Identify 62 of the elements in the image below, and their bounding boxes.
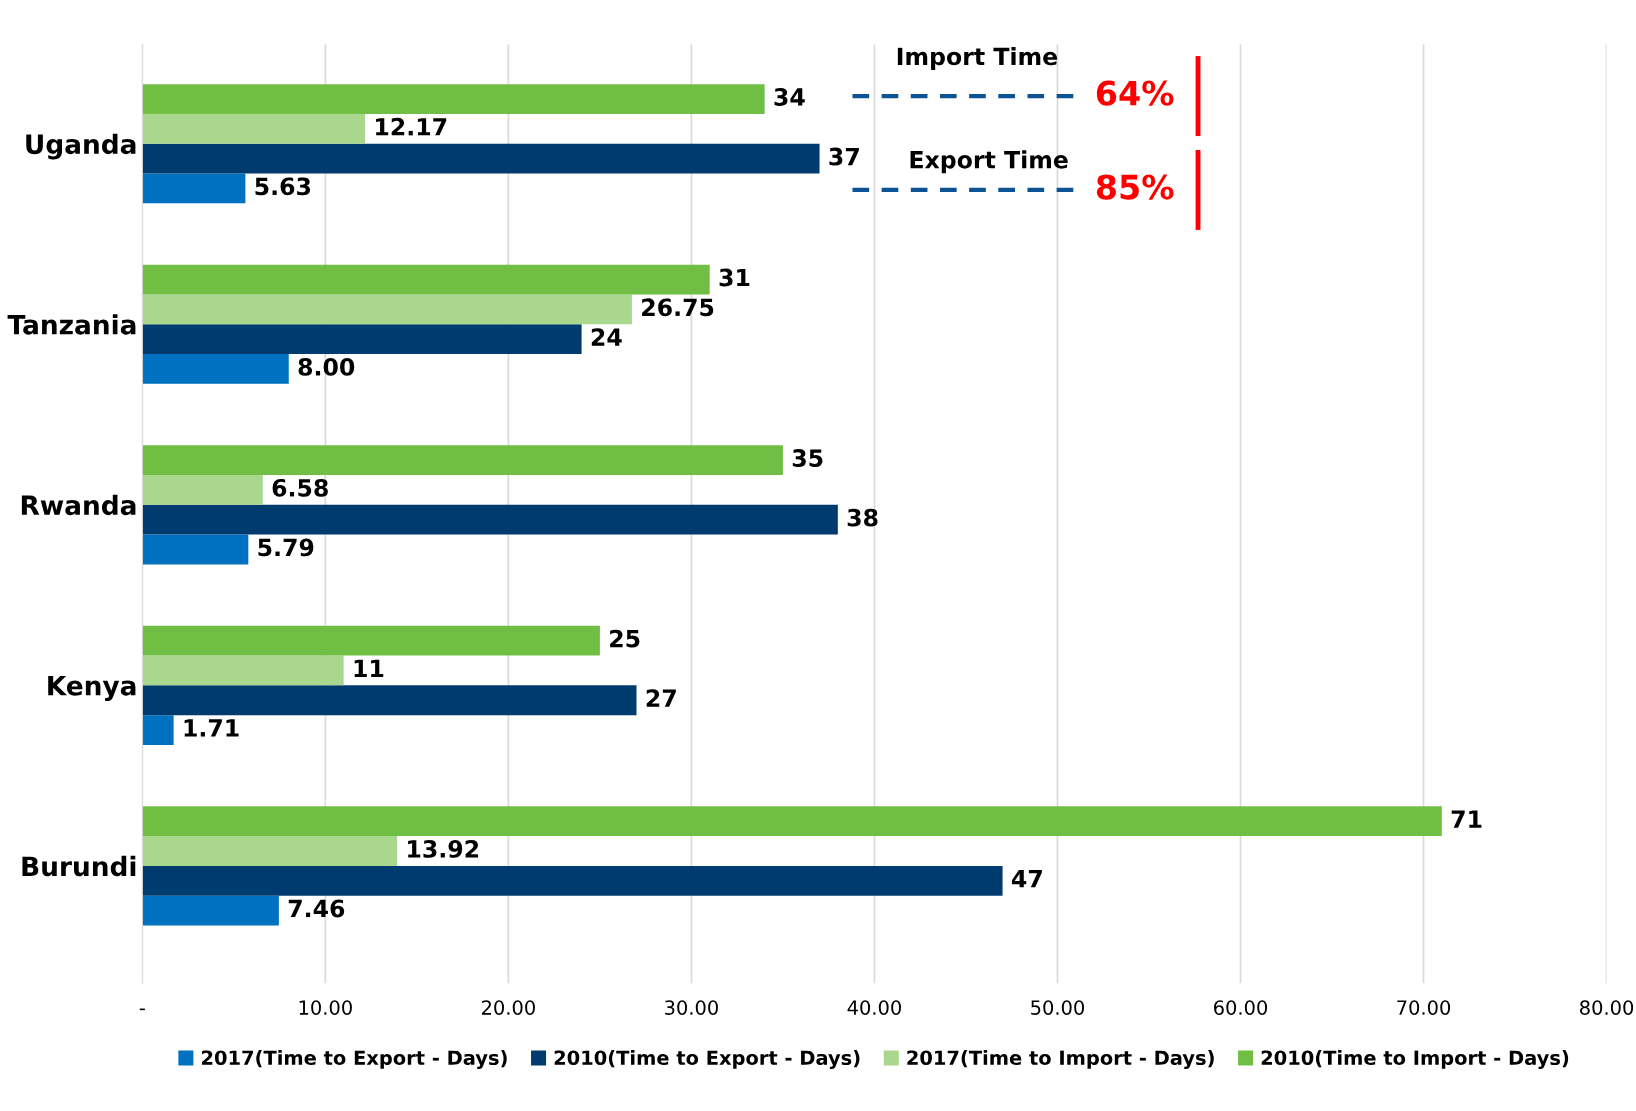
data-label: 5.79 — [258, 538, 314, 557]
data-label: 35 — [792, 449, 823, 467]
x-tick-label: 70.00 — [1397, 1000, 1451, 1015]
bar — [142, 113, 366, 144]
x-tick-label: 30.00 — [665, 1000, 718, 1015]
bar — [142, 173, 246, 204]
x-tick-label: - — [139, 1008, 145, 1011]
x-tick-label: 40.00 — [847, 1000, 901, 1015]
data-label: 47 — [1011, 870, 1042, 888]
bar — [142, 324, 582, 355]
annotation: Export Time — [910, 150, 1068, 174]
x-tick-label: 10.00 — [299, 1000, 352, 1015]
bar — [142, 264, 710, 295]
data-label: 8.00 — [298, 357, 355, 376]
bar — [142, 143, 820, 174]
bar — [142, 84, 765, 114]
data-label: 12.17 — [376, 117, 447, 136]
data-label: 71 — [1451, 810, 1482, 828]
bar — [142, 655, 344, 686]
bar — [142, 715, 174, 745]
data-label: 11 — [354, 659, 384, 677]
data-label: 31 — [719, 268, 750, 287]
data-label: 37 — [829, 147, 859, 166]
data-label: 5.63 — [255, 177, 311, 196]
x-tick-label: 20.00 — [481, 1000, 535, 1015]
bar — [142, 534, 249, 565]
data-label: 34 — [774, 88, 805, 106]
data-label: 25 — [610, 629, 640, 648]
bar — [142, 504, 838, 535]
bar — [142, 895, 279, 926]
y-tick-label: Rwanda — [21, 494, 136, 516]
data-label: 13.92 — [408, 839, 479, 858]
y-tick-label: Tanzania — [7, 314, 136, 335]
bar — [142, 294, 632, 325]
data-label: 1.71 — [184, 719, 239, 737]
bar — [142, 836, 398, 866]
bar — [142, 865, 1003, 896]
data-label: 26.75 — [642, 298, 714, 317]
data-label: 6.58 — [272, 478, 328, 497]
legend-label: 2010(Time to Export - Days) — [554, 1050, 860, 1069]
annotation: Import Time — [897, 47, 1058, 70]
data-label: 7.46 — [288, 899, 345, 918]
bar — [142, 354, 289, 384]
x-tick-label: 80.00 — [1580, 1000, 1634, 1015]
legend-label: 2010(Time to Import - Days) — [1261, 1050, 1569, 1069]
y-tick-label: Uganda — [26, 133, 136, 160]
data-label: 38 — [847, 508, 878, 527]
bar — [142, 445, 783, 476]
data-label: 24 — [591, 328, 622, 346]
legend-label: 2017(Time to Import - Days) — [907, 1050, 1214, 1069]
x-tick-label: 50.00 — [1031, 1000, 1085, 1015]
bar — [142, 685, 637, 716]
x-tick-label: 60.00 — [1214, 1000, 1268, 1015]
y-tick-label: Burundi — [22, 855, 136, 877]
bar — [142, 475, 263, 505]
legend-label: 2017(Time to Export - Days) — [202, 1050, 507, 1069]
bar — [142, 625, 600, 656]
annotation: 64% — [1096, 80, 1174, 106]
data-label: 27 — [646, 689, 676, 707]
y-tick-label: Kenya — [48, 676, 136, 701]
annotation: 85% — [1096, 174, 1174, 200]
bar — [142, 806, 1442, 837]
